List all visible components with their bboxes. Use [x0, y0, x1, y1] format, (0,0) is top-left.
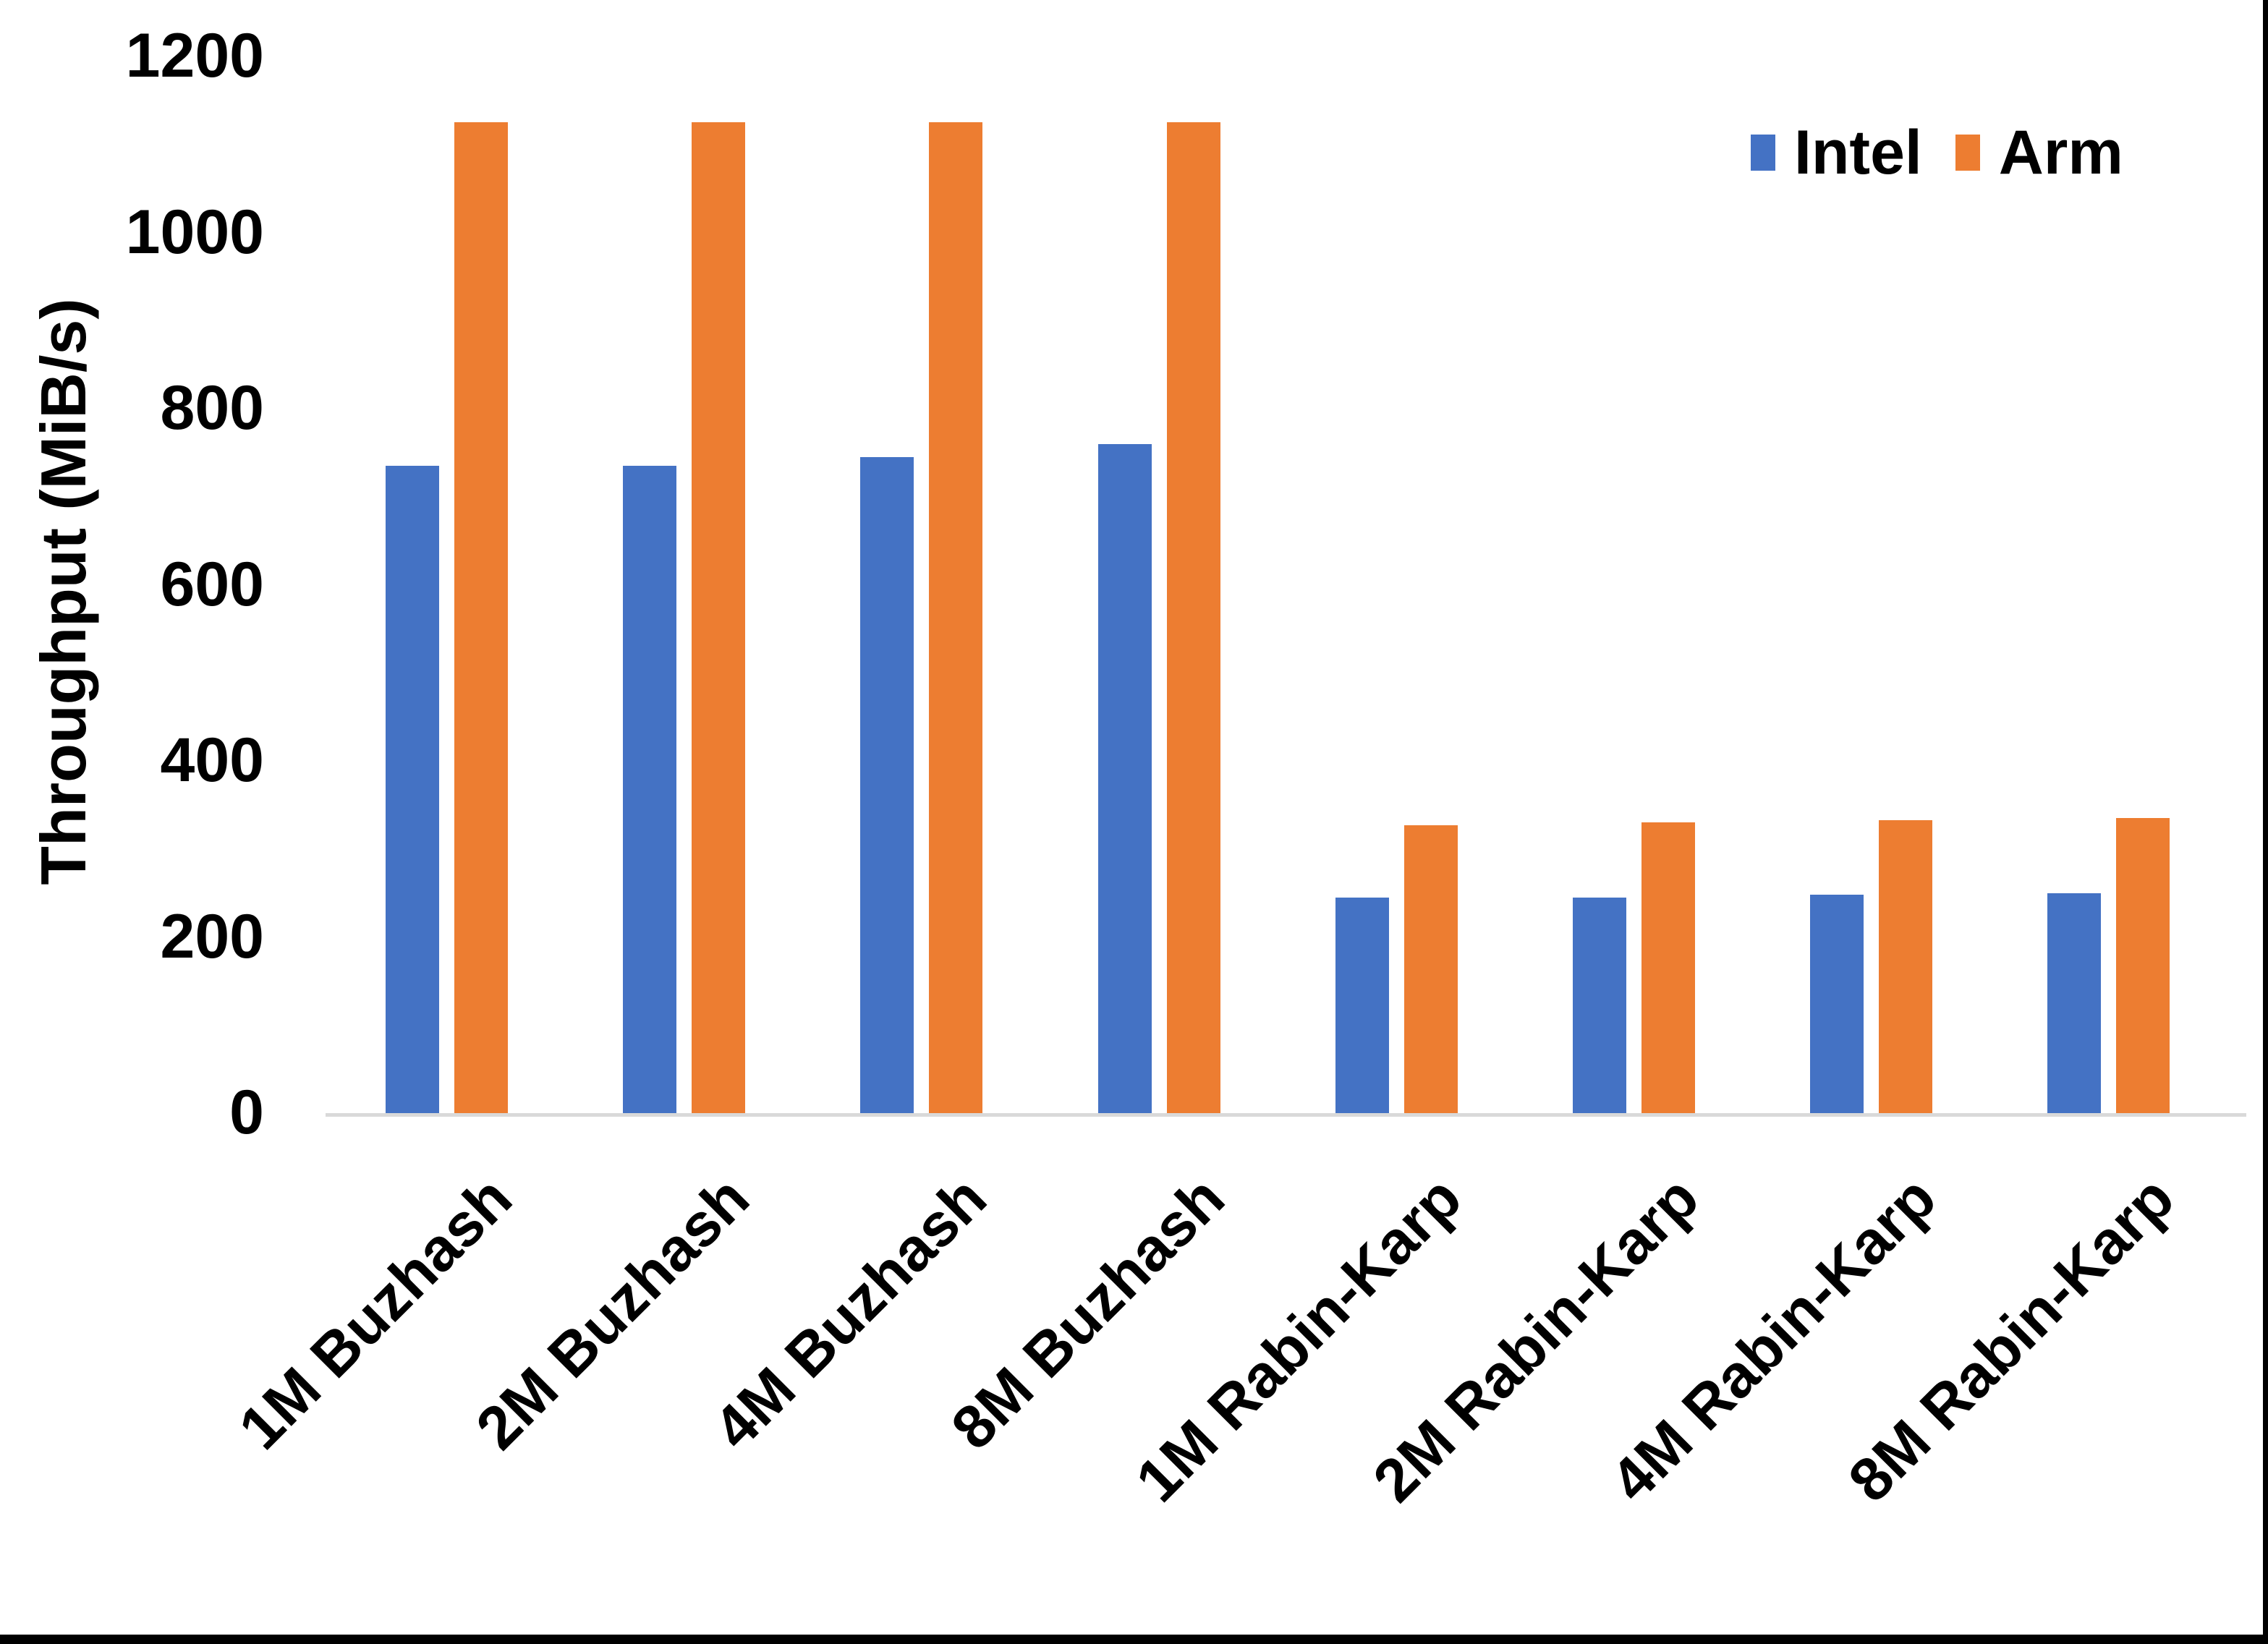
- bar-intel-8m-rabin-karp: [2047, 893, 2101, 1113]
- y-tick-label-600: 600: [160, 549, 265, 619]
- legend-swatch-arm: [1955, 135, 1980, 171]
- page-edge-right: [2263, 0, 2268, 1644]
- bar-arm-4m-buzhash: [929, 122, 982, 1113]
- bar-arm-2m-buzhash: [692, 122, 745, 1113]
- legend: Intel Arm: [1751, 122, 2123, 184]
- legend-item-arm: Arm: [1955, 122, 2123, 184]
- y-tick-label-1000: 1000: [125, 197, 264, 267]
- bar-intel-4m-buzhash: [860, 457, 914, 1113]
- bar-arm-1m-rabin-karp: [1404, 825, 1458, 1113]
- bar-intel-8m-buzhash: [1098, 444, 1152, 1113]
- bar-intel-1m-rabin-karp: [1335, 898, 1389, 1113]
- y-tick-label-400: 400: [160, 725, 265, 795]
- y-tick-label-0: 0: [229, 1078, 264, 1147]
- bar-arm-1m-buzhash: [454, 122, 508, 1113]
- bar-intel-4m-rabin-karp: [1810, 895, 1864, 1113]
- legend-label-intel: Intel: [1794, 118, 1922, 187]
- legend-label-arm: Arm: [1998, 118, 2123, 187]
- x-axis-line: [326, 1113, 2246, 1117]
- bar-arm-2m-rabin-karp: [1641, 822, 1695, 1113]
- bar-intel-1m-buzhash: [386, 466, 439, 1113]
- y-tick-label-200: 200: [160, 901, 265, 971]
- bar-arm-8m-rabin-karp: [2116, 818, 2170, 1113]
- legend-item-intel: Intel: [1751, 122, 1922, 184]
- page-edge-bottom: [0, 1635, 2268, 1644]
- y-tick-label-800: 800: [160, 373, 265, 443]
- bar-intel-2m-buzhash: [623, 466, 676, 1113]
- bar-arm-8m-buzhash: [1167, 122, 1220, 1113]
- legend-swatch-intel: [1751, 135, 1775, 171]
- bar-arm-4m-rabin-karp: [1879, 820, 1932, 1113]
- bar-intel-2m-rabin-karp: [1573, 898, 1626, 1113]
- y-tick-label-1200: 1200: [125, 21, 264, 90]
